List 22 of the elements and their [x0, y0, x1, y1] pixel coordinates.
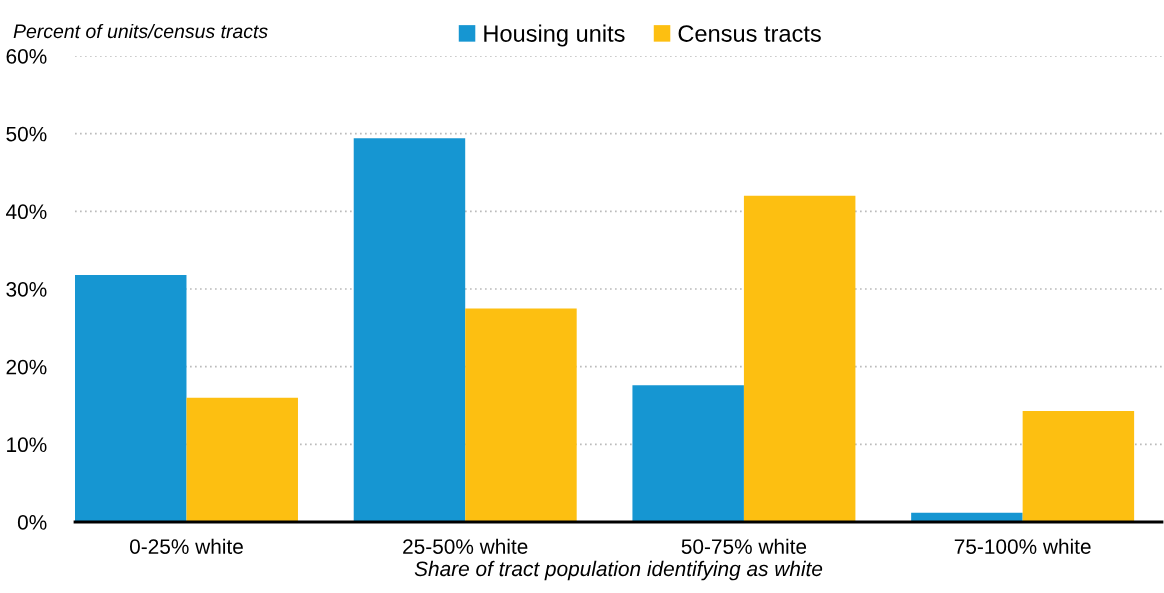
y-tick-label: 10% [7, 437, 47, 453]
y-tick-label: 40% [6, 204, 47, 220]
x-tick-label: 50-75% white [681, 538, 807, 554]
y-tick-label: 0% [17, 515, 47, 530]
bar [186, 397, 298, 522]
x-tick-label: 25-50% white [403, 538, 528, 554]
bar [632, 385, 744, 522]
y-axis-title: Percent of units/census tracts [13, 23, 268, 39]
bar [743, 195, 856, 522]
x-axis-title: Share of tract population identifying as white [414, 560, 823, 581]
y-tick-label: 20% [6, 359, 47, 375]
y-tick-label: 50% [6, 126, 47, 142]
bar [75, 275, 187, 522]
x-tick-label: 75-100% white [954, 538, 1091, 554]
y-tick-label: 60% [6, 49, 47, 64]
y-tick-label: 30% [6, 282, 47, 297]
bar [465, 308, 577, 522]
legend-label: Housing units [484, 24, 625, 47]
x-tick-label: 0-25% white [129, 538, 243, 554]
bar [353, 138, 466, 522]
legend-label: Census tracts [678, 25, 821, 42]
bar [1022, 410, 1135, 522]
